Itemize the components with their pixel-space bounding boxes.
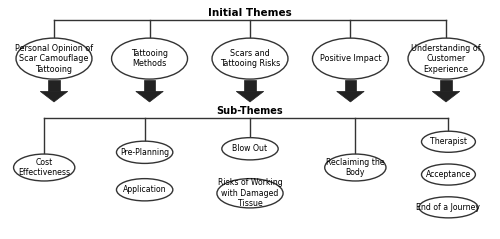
- Text: Blow Out: Blow Out: [232, 144, 268, 153]
- Polygon shape: [236, 91, 264, 102]
- Text: Scars and
Tattooing Risks: Scars and Tattooing Risks: [220, 49, 280, 68]
- Text: Cost
Effectiveness: Cost Effectiveness: [18, 158, 70, 177]
- Text: Personal Opinion of
Scar Camouflage
Tattooing: Personal Opinion of Scar Camouflage Tatt…: [15, 44, 93, 74]
- Ellipse shape: [422, 164, 476, 185]
- Polygon shape: [432, 91, 460, 102]
- Ellipse shape: [14, 154, 75, 181]
- Polygon shape: [136, 91, 164, 102]
- Text: Application: Application: [123, 185, 166, 194]
- Ellipse shape: [222, 138, 278, 160]
- Polygon shape: [244, 80, 256, 91]
- Ellipse shape: [217, 179, 283, 208]
- Text: Acceptance: Acceptance: [426, 170, 471, 179]
- Text: Risks of Working
with Damaged
Tissue: Risks of Working with Damaged Tissue: [218, 178, 282, 208]
- Polygon shape: [48, 80, 60, 91]
- Ellipse shape: [408, 38, 484, 79]
- Ellipse shape: [116, 141, 173, 163]
- Text: Reclaiming the
Body: Reclaiming the Body: [326, 158, 384, 177]
- Text: Tattooing
Methods: Tattooing Methods: [131, 49, 168, 68]
- Text: Pre-Planning: Pre-Planning: [120, 148, 169, 157]
- Ellipse shape: [324, 154, 386, 181]
- Ellipse shape: [16, 38, 92, 79]
- Polygon shape: [40, 91, 68, 102]
- Polygon shape: [336, 91, 364, 102]
- Text: Positive Impact: Positive Impact: [320, 54, 381, 63]
- Polygon shape: [144, 80, 156, 91]
- Text: End of a Journey: End of a Journey: [416, 203, 480, 212]
- Ellipse shape: [116, 179, 173, 201]
- Text: Therapist: Therapist: [430, 137, 467, 146]
- Text: Sub-Themes: Sub-Themes: [216, 106, 284, 116]
- Ellipse shape: [212, 38, 288, 79]
- Text: Understanding of
Customer
Experience: Understanding of Customer Experience: [411, 44, 481, 74]
- Ellipse shape: [419, 197, 478, 218]
- Polygon shape: [440, 80, 452, 91]
- Ellipse shape: [312, 38, 388, 79]
- Ellipse shape: [422, 131, 476, 152]
- Ellipse shape: [112, 38, 188, 79]
- Text: Initial Themes: Initial Themes: [208, 8, 292, 18]
- Polygon shape: [344, 80, 356, 91]
